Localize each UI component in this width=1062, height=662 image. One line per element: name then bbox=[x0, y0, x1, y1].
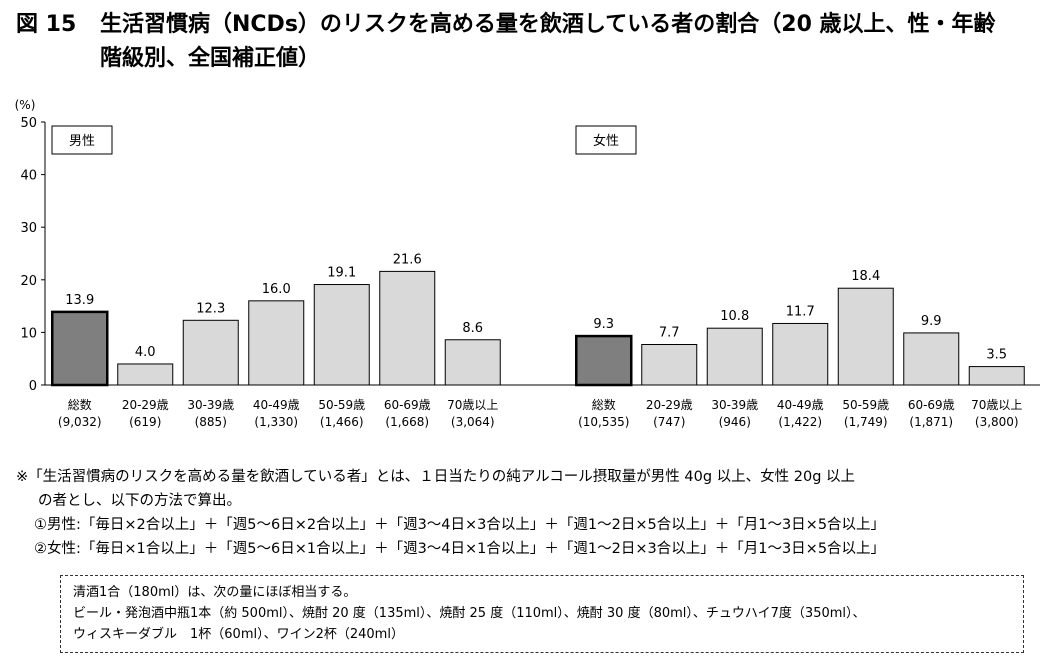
x-tick-sample-size: (1,749) bbox=[844, 415, 888, 429]
x-tick-label: 40-49歳 bbox=[253, 398, 300, 412]
bar bbox=[379, 270, 436, 386]
notes: ※「生活習慣病のリスクを高める量を飲酒している者」とは、１日当たりの純アルコール… bbox=[16, 465, 1056, 561]
x-tick-sample-size: (1,422) bbox=[778, 415, 822, 429]
x-tick-sample-size: (619) bbox=[129, 415, 161, 429]
data-label: 18.4 bbox=[851, 269, 880, 284]
y-tick-label: 50 bbox=[20, 116, 37, 131]
x-tick-sample-size: (10,535) bbox=[578, 415, 629, 429]
y-tick-label: 30 bbox=[20, 221, 37, 236]
x-tick-label: 30-39歳 bbox=[711, 398, 758, 412]
y-axis-unit-label: (%) bbox=[15, 98, 36, 112]
x-tick-sample-size: (747) bbox=[653, 415, 685, 429]
panel-label: 女性 bbox=[593, 133, 619, 149]
data-label: 9.9 bbox=[921, 314, 942, 329]
box-line-3: ウィスキーダブル 1杯（60ml）、ワイン2杯（240ml） bbox=[73, 627, 404, 642]
bar bbox=[51, 310, 109, 387]
bar bbox=[968, 366, 1025, 386]
data-label: 12.3 bbox=[196, 301, 225, 316]
bar-chart: (%) 0 10 20 30 40 50 男性 13.9 総数 (9,032) 4.0 20-29歳 (6… bbox=[15, 98, 1040, 429]
y-tick-label: 20 bbox=[20, 274, 37, 289]
bar bbox=[248, 300, 305, 386]
sake-equivalence-box: 清酒1合（180ml）は、次の量にほぼ相当する。 ビール・発泡酒中瓶1本（約 5… bbox=[60, 575, 1024, 653]
box-line-1: 清酒1合（180ml）は、次の量にほぼ相当する。 bbox=[73, 585, 357, 600]
x-tick-sample-size: (946) bbox=[719, 415, 751, 429]
x-tick-label: 40-49歳 bbox=[777, 398, 824, 412]
x-tick-sample-size: (3,064) bbox=[451, 415, 495, 429]
x-tick-label: 50-59歳 bbox=[842, 398, 889, 412]
bar bbox=[903, 332, 960, 386]
data-label: 16.0 bbox=[262, 282, 291, 297]
panel-label-box bbox=[51, 125, 113, 155]
x-tick-label: 60-69歳 bbox=[384, 398, 431, 412]
title-text-1: 生活習慣病（NCDs）のリスクを高める量を飲酒している者の割合（20 歳以上、性… bbox=[100, 12, 996, 37]
x-tick-sample-size: (1,466) bbox=[320, 415, 364, 429]
x-tick-label: 50-59歳 bbox=[318, 398, 365, 412]
figure-title: 図 15 生活習慣病（NCDs）のリスクを高める量を飲酒している者の割合（20 歳… bbox=[16, 8, 1056, 76]
bar bbox=[313, 284, 370, 386]
bar bbox=[575, 334, 633, 387]
bar bbox=[182, 319, 239, 386]
box-line-2: ビール・発泡酒中瓶1本（約 500ml）、焼酎 20 度（135ml）、焼酎 2… bbox=[73, 606, 866, 621]
note-male-method: ①男性:「毎日×2合以上」＋「週5～6日×2合以上」＋「週3～4日×3合以上」＋… bbox=[34, 517, 886, 533]
x-tick-sample-size: (885) bbox=[195, 415, 227, 429]
bar bbox=[117, 363, 174, 386]
bar bbox=[444, 339, 501, 386]
x-tick-label: 総数 bbox=[68, 397, 92, 412]
bar bbox=[837, 287, 894, 386]
data-label: 10.8 bbox=[720, 309, 749, 324]
note-line-1: ※「生活習慣病のリスクを高める量を飲酒している者」とは、１日当たりの純アルコール… bbox=[16, 469, 856, 485]
x-tick-label: 総数 bbox=[592, 397, 616, 412]
panel-label: 男性 bbox=[69, 134, 95, 149]
note-line-2: の者とし、以下の方法で算出。 bbox=[38, 493, 241, 509]
x-tick-label: 70歳以上 bbox=[447, 398, 498, 412]
bar bbox=[706, 327, 763, 386]
x-tick-sample-size: (9,032) bbox=[58, 415, 102, 429]
data-label: 21.6 bbox=[393, 252, 422, 267]
y-tick-label: 10 bbox=[20, 326, 37, 341]
x-tick-label: 20-29歳 bbox=[646, 398, 693, 412]
x-tick-sample-size: (1,871) bbox=[909, 415, 953, 429]
data-label: 11.7 bbox=[786, 304, 815, 319]
data-label: 3.5 bbox=[986, 348, 1007, 363]
title-line-1: 図 15 生活習慣病（NCDs）のリスクを高める量を飲酒している者の割合（20 歳… bbox=[16, 8, 1056, 42]
y-tick-label: 0 bbox=[29, 379, 37, 394]
x-tick-sample-size: (1,668) bbox=[385, 415, 429, 429]
data-label: 19.1 bbox=[327, 266, 356, 281]
data-label: 13.9 bbox=[65, 293, 94, 308]
panel-label-box bbox=[575, 125, 637, 155]
data-label: 8.6 bbox=[462, 321, 483, 336]
bar bbox=[772, 322, 829, 386]
note-female-method: ②女性:「毎日×1合以上」＋「週5～6日×1合以上」＋「週3～4日×1合以上」＋… bbox=[34, 541, 886, 557]
y-tick-label: 40 bbox=[20, 169, 37, 184]
bar bbox=[641, 343, 698, 386]
data-label: 7.7 bbox=[659, 325, 680, 340]
x-tick-sample-size: (3,800) bbox=[975, 415, 1019, 429]
figure-number: 図 15 bbox=[16, 12, 77, 37]
title-line-2: 階級別、全国補正値） bbox=[100, 46, 321, 71]
x-tick-label: 20-29歳 bbox=[122, 398, 169, 412]
data-label: 4.0 bbox=[135, 345, 156, 360]
x-tick-label: 30-39歳 bbox=[187, 398, 234, 412]
x-tick-sample-size: (1,330) bbox=[254, 415, 298, 429]
data-label: 9.3 bbox=[593, 317, 614, 332]
x-tick-label: 70歳以上 bbox=[971, 398, 1022, 412]
x-tick-label: 60-69歳 bbox=[908, 398, 955, 412]
